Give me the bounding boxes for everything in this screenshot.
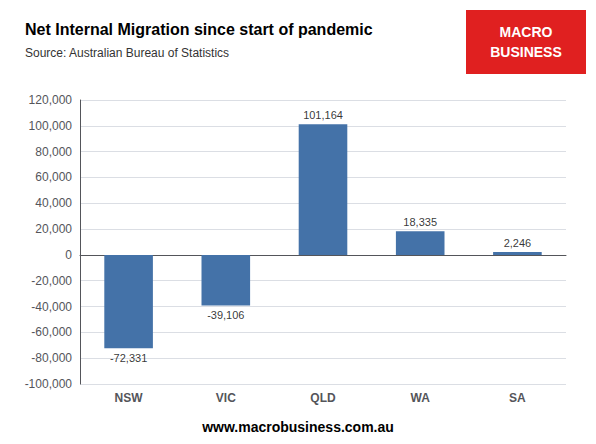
svg-text:120,000: 120,000 xyxy=(29,93,73,107)
svg-text:40,000: 40,000 xyxy=(35,196,72,210)
svg-text:-60,000: -60,000 xyxy=(31,325,72,339)
svg-text:80,000: 80,000 xyxy=(35,145,72,159)
svg-text:www.macrobusiness.com.au: www.macrobusiness.com.au xyxy=(201,419,394,435)
svg-text:-80,000: -80,000 xyxy=(31,351,72,365)
svg-text:-40,000: -40,000 xyxy=(31,300,72,314)
svg-text:2,246: 2,246 xyxy=(504,237,532,249)
svg-text:Net Internal Migration since s: Net Internal Migration since start of pa… xyxy=(25,21,373,38)
svg-text:-100,000: -100,000 xyxy=(25,377,73,391)
svg-text:-20,000: -20,000 xyxy=(31,274,72,288)
svg-text:NSW: NSW xyxy=(115,391,144,405)
svg-text:BUSINESS: BUSINESS xyxy=(490,44,562,60)
svg-text:Source: Australian Bureau of S: Source: Australian Bureau of Statistics xyxy=(25,46,229,60)
svg-text:100,000: 100,000 xyxy=(29,119,73,133)
svg-text:60,000: 60,000 xyxy=(35,170,72,184)
svg-text:-39,106: -39,106 xyxy=(207,309,244,321)
svg-text:MACRO: MACRO xyxy=(500,24,553,40)
svg-text:101,164: 101,164 xyxy=(303,109,343,121)
svg-text:VIC: VIC xyxy=(216,391,236,405)
svg-text:WA: WA xyxy=(411,391,431,405)
svg-text:18,335: 18,335 xyxy=(403,216,437,228)
svg-text:20,000: 20,000 xyxy=(35,222,72,236)
svg-text:0: 0 xyxy=(65,248,72,262)
svg-text:QLD: QLD xyxy=(310,391,336,405)
svg-text:SA: SA xyxy=(509,391,526,405)
svg-text:-72,331: -72,331 xyxy=(110,352,147,364)
